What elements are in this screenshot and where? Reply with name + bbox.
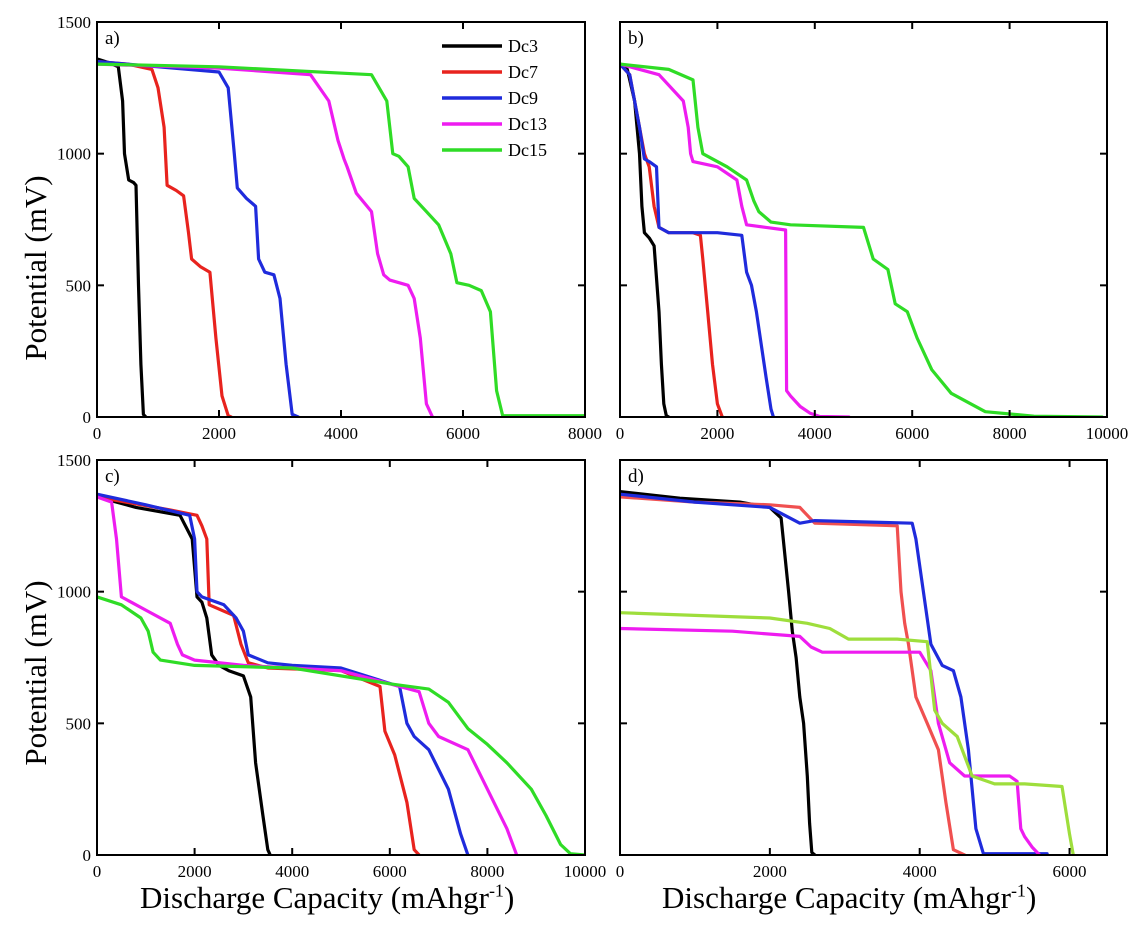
panel-d: 0 2000 4000 6000 d)	[616, 459, 1108, 881]
x-tick-label: 8000	[470, 862, 504, 881]
series-line-dc7	[620, 495, 967, 855]
series-line-dc3	[620, 62, 671, 417]
legend-label-dc15: Dc15	[508, 140, 547, 160]
legend-label-dc7: Dc7	[508, 62, 538, 82]
y-axis-label-bottom: Potential (mV)	[18, 580, 53, 766]
y-tick-label: 500	[66, 276, 92, 295]
y-tick-label: 0	[83, 846, 92, 865]
y-tick-label: 1000	[57, 145, 91, 164]
y-tick-label: 1500	[57, 451, 91, 470]
x-tick-label: 6000	[373, 862, 407, 881]
x-tick-label: 2000	[753, 862, 787, 881]
panel-a: 0 500 1000 1500 0 2000 4000 6000 8000 a) Dc3 Dc7 Dc9…	[57, 13, 602, 443]
x-tick-label: 8000	[568, 424, 602, 443]
series-line-dc7	[97, 495, 421, 855]
x-tick-label: 0	[616, 424, 625, 443]
y-tick-label: 1000	[57, 583, 91, 602]
x-tick-label: 6000	[446, 424, 480, 443]
x-tick-label: 0	[93, 424, 102, 443]
plot-frame	[96, 459, 586, 856]
x-tick-label: 4000	[903, 862, 937, 881]
x-tick-label: 6000	[1053, 862, 1087, 881]
x-axis-label-left-sup: -1	[488, 880, 504, 901]
x-axis-label-right-close: )	[1025, 880, 1037, 915]
series-line-dc9	[97, 59, 300, 417]
x-axis-label-left: Discharge Capacity (mAhgr-1)	[140, 880, 514, 916]
panel-label: c)	[105, 466, 120, 487]
x-tick-label: 4000	[275, 862, 309, 881]
y-tick-label: 1500	[57, 13, 91, 32]
x-axis-label-right: Discharge Capacity (mAhgr-1)	[662, 880, 1036, 916]
y-axis-label-top: Potential (mV)	[18, 175, 53, 361]
series-line-dc15	[620, 611, 1075, 855]
panel-c: 0 500 1000 1500 0 2000 4000 6000 8000 10000 c)	[57, 451, 606, 881]
series-line-dc15	[97, 595, 585, 855]
x-axis-label-left-main: Discharge Capacity (mAhgr	[140, 880, 489, 915]
x-tick-label: 2000	[700, 424, 734, 443]
panel-b: 0 2000 4000 6000 8000 10000 b)	[616, 21, 1129, 443]
series-line-dc9	[97, 492, 470, 855]
x-tick-label: 0	[616, 862, 625, 881]
series-line-dc3	[97, 495, 272, 855]
y-tick-label: 500	[66, 714, 92, 733]
panel-label: b)	[628, 28, 644, 49]
series-line-dc3	[620, 490, 817, 855]
x-tick-label: 8000	[993, 424, 1027, 443]
series-line-dc13	[97, 495, 519, 855]
series-line-dc13	[97, 62, 435, 417]
series-line-dc9	[620, 62, 775, 417]
x-tick-label: 4000	[324, 424, 358, 443]
x-axis-label-right-main: Discharge Capacity (mAhgr	[662, 880, 1011, 915]
legend: Dc3 Dc7 Dc9 Dc13 Dc15	[442, 36, 547, 160]
x-tick-label: 10000	[564, 862, 607, 881]
x-axis-label-left-close: )	[503, 880, 515, 915]
x-tick-label: 2000	[178, 862, 212, 881]
series-line-dc15	[620, 62, 1104, 417]
legend-label-dc9: Dc9	[508, 88, 538, 108]
x-axis-label-right-sup: -1	[1010, 880, 1026, 901]
x-tick-label: 4000	[798, 424, 832, 443]
series-line-dc3	[97, 57, 148, 417]
series-line-dc15	[97, 62, 585, 417]
y-tick-label: 0	[83, 408, 92, 427]
legend-label-dc3: Dc3	[508, 36, 538, 56]
plot-frame	[619, 21, 1108, 418]
x-tick-label: 10000	[1086, 424, 1129, 443]
legend-label-dc13: Dc13	[508, 114, 547, 134]
series-line-dc13	[620, 62, 851, 417]
series-line-dc7	[97, 59, 233, 417]
plot-frame	[619, 459, 1108, 856]
x-tick-label: 0	[93, 862, 102, 881]
panel-label: d)	[628, 466, 644, 487]
series-line-dc9	[620, 492, 1049, 855]
panel-label: a)	[105, 28, 120, 49]
x-tick-label: 6000	[895, 424, 929, 443]
x-tick-label: 2000	[202, 424, 236, 443]
